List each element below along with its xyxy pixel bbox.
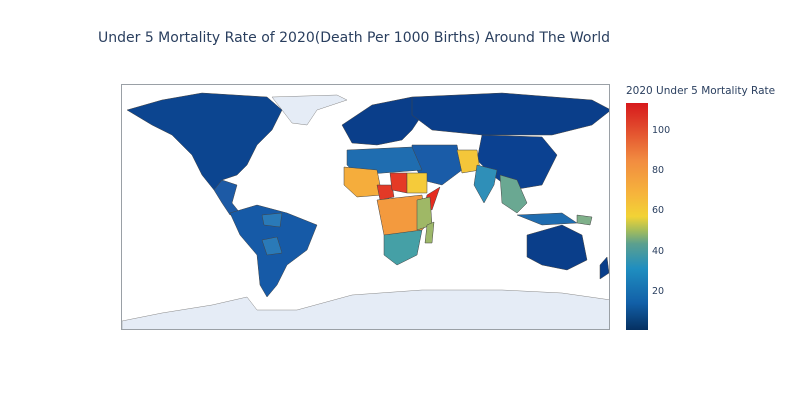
india xyxy=(473,164,498,204)
world-map[interactable] xyxy=(121,84,610,330)
greenland xyxy=(271,94,348,126)
chart-title: Under 5 Mortality Rate of 2020(Death Per… xyxy=(98,30,610,46)
central-america xyxy=(213,179,241,216)
west-africa xyxy=(343,166,383,198)
colorbar-title: 2020 Under 5 Mortality Rate xyxy=(626,85,776,97)
southeast-asia xyxy=(499,174,528,214)
north-america xyxy=(126,92,283,191)
madagascar xyxy=(424,221,435,244)
europe xyxy=(341,96,423,146)
nigeria xyxy=(376,184,395,201)
choropleth-svg xyxy=(122,92,609,329)
colorbar-tick: 20 xyxy=(652,286,665,297)
colorbar-tick: 40 xyxy=(652,246,665,257)
colorbar xyxy=(626,103,648,330)
colorbar-tick: 60 xyxy=(652,205,665,216)
chad xyxy=(389,172,408,194)
indonesia xyxy=(516,212,578,226)
southern-africa xyxy=(383,229,423,266)
sudan xyxy=(406,172,428,194)
colorbar-tick: 100 xyxy=(652,125,671,136)
australia xyxy=(526,224,588,271)
papua-new-guinea xyxy=(576,214,593,226)
antarctica xyxy=(122,289,609,329)
russia xyxy=(411,92,609,136)
north-africa xyxy=(346,146,423,176)
china xyxy=(476,134,558,191)
colorbar-tick: 80 xyxy=(652,165,665,176)
